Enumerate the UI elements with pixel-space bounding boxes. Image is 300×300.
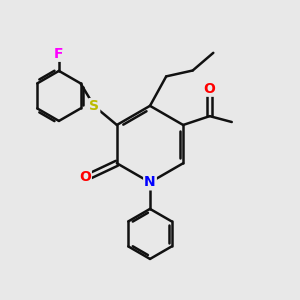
Text: S: S (89, 99, 99, 113)
Text: O: O (204, 82, 216, 96)
Text: O: O (79, 170, 91, 184)
Text: N: N (144, 176, 156, 189)
Text: F: F (54, 47, 64, 61)
